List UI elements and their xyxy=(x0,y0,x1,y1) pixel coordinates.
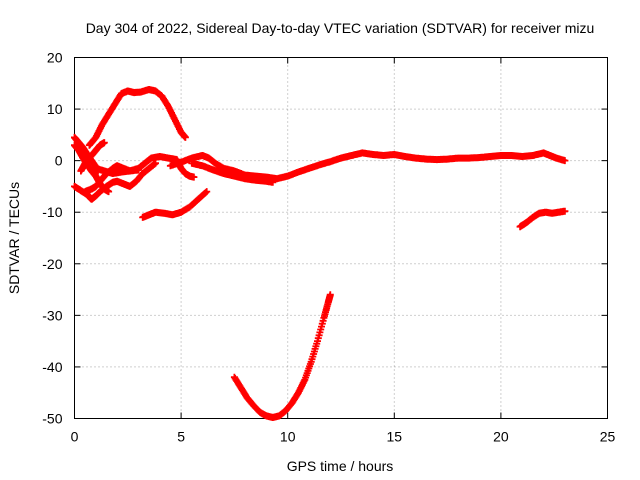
series-arc-6 xyxy=(77,139,108,175)
series-arc-3 xyxy=(71,159,159,203)
axis-ticks: 0 5 10 15 20 25 -50 -40 -30 -20 -10 0 10 20 xyxy=(42,50,615,445)
series-arc-9 xyxy=(166,149,569,183)
data-point-markers xyxy=(92,164,142,177)
data-point-markers xyxy=(85,86,189,149)
y-tick-label: -40 xyxy=(42,359,62,375)
series-arc-8 xyxy=(139,188,211,221)
series-arc-11 xyxy=(230,291,334,421)
x-tick-label: 20 xyxy=(493,429,509,445)
y-tick-label: -30 xyxy=(42,307,62,323)
y-tick-label: 0 xyxy=(55,153,63,169)
y-axis-label: SDTVAR / TECUs xyxy=(6,182,22,294)
data-marks xyxy=(71,86,569,421)
x-tick-label: 0 xyxy=(71,429,79,445)
data-point-markers xyxy=(188,159,277,186)
x-tick-label: 25 xyxy=(600,429,616,445)
data-point-markers xyxy=(166,149,569,183)
x-tick-label: 5 xyxy=(177,429,185,445)
x-tick-label: 15 xyxy=(387,429,403,445)
y-tick-label: -10 xyxy=(42,204,62,220)
series-arc-5 xyxy=(85,86,189,149)
y-tick-label: 10 xyxy=(47,101,63,117)
series-arc-12 xyxy=(516,207,569,231)
data-point-markers xyxy=(77,139,108,175)
y-tick-label: 20 xyxy=(47,50,63,66)
y-tick-label: -20 xyxy=(42,256,62,272)
grid xyxy=(74,57,608,419)
data-point-markers xyxy=(230,291,334,421)
plot-frame xyxy=(74,57,608,419)
x-axis-label: GPS time / hours xyxy=(287,458,394,474)
data-point-markers xyxy=(516,207,569,231)
y-tick-label: -50 xyxy=(42,411,62,427)
x-tick-label: 10 xyxy=(280,429,296,445)
series-arc-10 xyxy=(188,159,277,186)
series-arc-7 xyxy=(92,164,142,177)
chart-title: Day 304 of 2022, Sidereal Day-to-day VTE… xyxy=(86,20,595,36)
data-point-markers xyxy=(139,188,211,221)
data-point-markers xyxy=(71,159,159,203)
